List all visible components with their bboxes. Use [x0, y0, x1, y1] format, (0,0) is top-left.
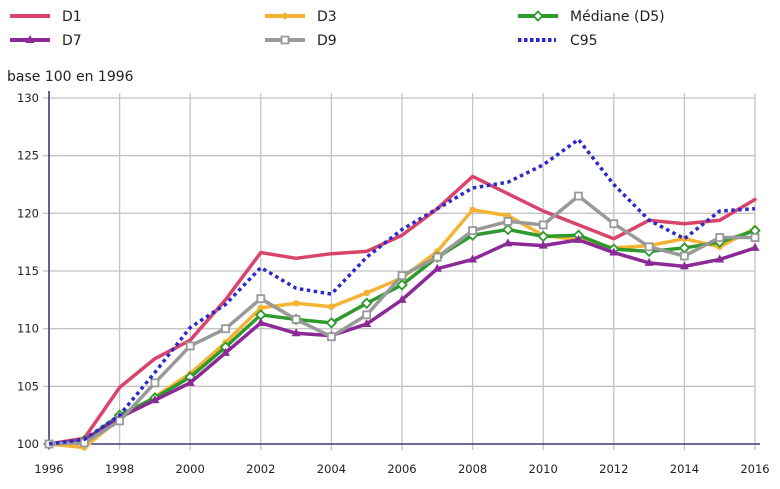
y-axis-unit-label: base 100 en 1996 — [7, 69, 134, 85]
legend-item: D1 — [10, 9, 82, 25]
legend-item: D7 — [10, 33, 82, 49]
data-point — [256, 294, 266, 304]
data-point — [150, 378, 160, 388]
data-point — [503, 217, 513, 226]
x-tick-label: 2010 — [529, 462, 558, 476]
data-point — [432, 263, 442, 272]
tick-labels: 100 105 110 115 120 125 130 1996 1998 2000 2002 200… — [17, 91, 770, 476]
data-point — [644, 257, 654, 266]
data-point — [291, 315, 301, 324]
legend-label: D9 — [317, 33, 337, 49]
legend-label: Médiane (D5) — [570, 9, 665, 25]
legend-label: D3 — [317, 9, 337, 25]
y-tick-label: 110 — [17, 322, 39, 336]
x-tick-label: 2004 — [317, 462, 346, 476]
x-tick-label: 2006 — [387, 462, 416, 476]
data-point — [609, 247, 619, 256]
data-point — [257, 304, 264, 312]
series-d7 — [44, 234, 760, 447]
legend-item: D9 — [265, 33, 337, 49]
data-point — [360, 297, 373, 310]
legend-marker — [281, 12, 289, 20]
data-point — [574, 191, 583, 201]
legend-label: D1 — [62, 9, 82, 25]
data-point — [469, 206, 476, 214]
data-point — [291, 328, 301, 337]
data-point — [396, 279, 408, 291]
legend-item: Médiane (D5) — [518, 9, 665, 25]
data-point — [715, 254, 725, 263]
data-point — [325, 317, 338, 329]
data-point — [150, 395, 160, 404]
x-tick-label: 1996 — [34, 462, 63, 476]
data-point — [715, 233, 725, 242]
data-point — [644, 242, 654, 252]
y-tick-label: 120 — [17, 206, 39, 220]
data-point — [185, 341, 195, 351]
legend-label: C95 — [570, 33, 598, 49]
data-point — [362, 319, 372, 328]
series-line — [47, 174, 757, 446]
data-point — [680, 251, 689, 261]
legend-marker — [280, 35, 290, 45]
legend-item: D3 — [265, 9, 337, 25]
data-point — [538, 220, 548, 230]
series-line — [48, 137, 756, 446]
data-point — [256, 317, 266, 326]
data-point — [468, 254, 478, 263]
data-point — [432, 252, 442, 262]
y-tick-label: 105 — [17, 379, 39, 393]
data-point — [326, 332, 336, 342]
x-tick-label: 2000 — [176, 462, 205, 476]
legend-label: D7 — [62, 33, 82, 49]
data-point — [609, 219, 619, 229]
series-layer — [43, 137, 761, 451]
data-point — [221, 324, 230, 334]
data-point — [574, 234, 583, 243]
data-point — [468, 226, 478, 236]
data-point — [679, 261, 689, 270]
axes — [48, 91, 760, 449]
data-point — [503, 238, 513, 247]
y-tick-label: 100 — [17, 437, 39, 451]
data-point — [292, 300, 300, 307]
data-point — [185, 377, 195, 386]
data-point — [538, 240, 548, 249]
y-tick-label: 115 — [17, 264, 39, 278]
x-tick-label: 2002 — [246, 462, 275, 476]
legend-marker — [532, 10, 544, 22]
data-point — [115, 416, 124, 426]
legend-item: C95 — [518, 33, 598, 49]
data-point — [397, 271, 407, 281]
y-tick-label: 130 — [17, 91, 39, 105]
series-d1 — [47, 174, 757, 446]
x-tick-label: 2016 — [740, 462, 769, 476]
data-point — [397, 294, 407, 303]
data-point — [328, 303, 335, 310]
x-tick-label: 2014 — [670, 462, 699, 476]
x-tick-label: 2008 — [458, 462, 487, 476]
legend: D1 D3 Médiane (D5) D7 D9 C95 — [10, 9, 665, 49]
data-point — [363, 289, 370, 297]
series-c95 — [48, 137, 756, 446]
x-tick-label: 1998 — [105, 462, 134, 476]
x-tick-label: 2012 — [599, 462, 628, 476]
data-point — [502, 223, 514, 236]
data-point — [750, 233, 760, 242]
data-point — [362, 310, 372, 320]
legend-marker — [25, 35, 35, 43]
y-tick-label: 125 — [17, 149, 39, 163]
data-point — [750, 242, 760, 251]
data-point — [678, 242, 691, 254]
data-point — [221, 347, 230, 356]
